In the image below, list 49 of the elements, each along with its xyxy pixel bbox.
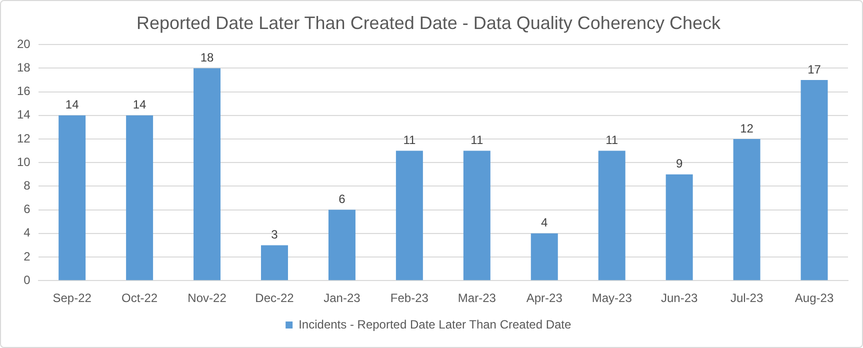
y-tick-label: 14 xyxy=(16,108,31,122)
legend-label: Incidents - Reported Date Later Than Created Date xyxy=(298,317,572,332)
x-tick-label: Dec-22 xyxy=(255,291,294,306)
x-tick-label: Jun-23 xyxy=(660,291,698,306)
bar xyxy=(666,174,693,280)
y-tick-label: 20 xyxy=(16,36,31,51)
data-label: 9 xyxy=(676,156,683,171)
x-tick-label: Apr-23 xyxy=(526,291,563,306)
x-tick-label: Feb-23 xyxy=(390,291,429,306)
bar xyxy=(194,68,221,280)
bar xyxy=(733,139,760,280)
bar xyxy=(58,115,86,280)
data-label: 17 xyxy=(808,62,822,76)
y-tick-label: 18 xyxy=(16,60,31,75)
y-tick-label: 2 xyxy=(24,249,31,264)
bar xyxy=(598,150,626,280)
x-tick-label: Mar-23 xyxy=(458,291,496,306)
x-tick-label: Jan-23 xyxy=(324,291,361,306)
bar xyxy=(261,245,288,280)
data-label: 11 xyxy=(606,133,618,148)
x-tick-label: May-23 xyxy=(592,291,632,306)
data-label: 14 xyxy=(132,98,147,112)
x-tick-label: Aug-23 xyxy=(794,291,834,306)
x-tick-label: Jul-23 xyxy=(730,291,764,306)
x-tick-label: Nov-22 xyxy=(188,291,227,306)
data-label: 3 xyxy=(271,228,278,242)
y-tick-label: 0 xyxy=(24,272,31,287)
bar xyxy=(463,150,490,280)
data-label: 11 xyxy=(470,133,484,148)
x-tick-label: Sep-22 xyxy=(52,291,92,306)
data-label: 6 xyxy=(338,192,346,206)
data-label: 14 xyxy=(65,98,80,112)
y-tick-label: 6 xyxy=(24,202,31,216)
y-tick-label: 16 xyxy=(16,84,31,98)
data-label: 11 xyxy=(403,133,416,148)
data-label: 12 xyxy=(740,121,754,136)
y-tick-label: 4 xyxy=(24,226,31,240)
bar xyxy=(396,150,423,280)
data-label: 18 xyxy=(200,50,214,65)
y-tick-label: 12 xyxy=(16,131,31,146)
y-tick-label: 8 xyxy=(24,178,31,193)
bar xyxy=(328,210,356,280)
bar xyxy=(126,115,154,280)
chart-title: Reported Date Later Than Created Date - Data Quality Coherency Check xyxy=(136,12,722,33)
bar xyxy=(530,233,558,280)
data-label: 4 xyxy=(541,216,548,230)
bar xyxy=(800,80,828,280)
x-tick-label: Oct-22 xyxy=(122,291,158,306)
y-tick-label: 10 xyxy=(16,154,31,169)
